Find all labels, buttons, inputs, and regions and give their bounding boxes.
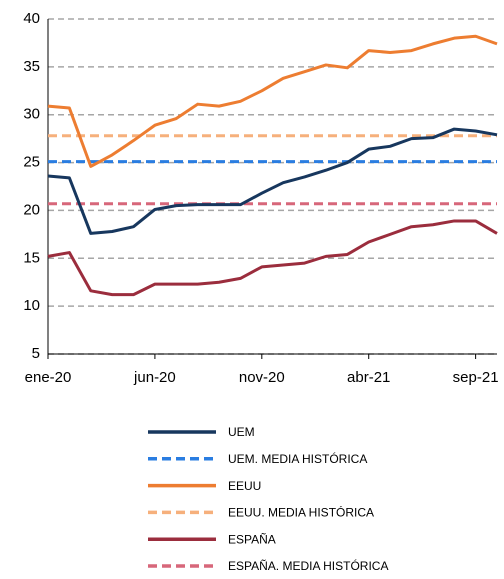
legend-label: EEUU: [228, 479, 261, 493]
y-tick-label: 40: [23, 10, 40, 27]
y-tick-label: 20: [23, 201, 40, 218]
legend-label: UEM. MEDIA HISTÓRICA: [228, 451, 367, 466]
x-tick-label: nov-20: [239, 369, 285, 386]
x-tick-label: abr-21: [347, 369, 390, 386]
series-line: [47, 34, 498, 168]
y-tick-label: 15: [23, 249, 40, 266]
series-line: [47, 219, 498, 297]
legend-label: ESPAÑA: [228, 532, 276, 546]
legend-label: UEM: [228, 425, 255, 439]
y-tick-label: 30: [23, 106, 40, 123]
x-tick-label: jun-20: [133, 369, 176, 386]
y-tick-label: 5: [32, 345, 40, 362]
y-tick-label: 35: [23, 58, 40, 75]
legend-label: EEUU. MEDIA HISTÓRICA: [228, 505, 374, 520]
legend-label: ESPAÑA. MEDIA HISTÓRICA: [228, 558, 388, 573]
series-line: [47, 127, 498, 235]
y-tick-label: 25: [23, 154, 40, 171]
x-tick-label: ene-20: [25, 369, 72, 386]
y-tick-label: 10: [23, 297, 40, 314]
x-tick-label: sep-21: [453, 369, 499, 386]
